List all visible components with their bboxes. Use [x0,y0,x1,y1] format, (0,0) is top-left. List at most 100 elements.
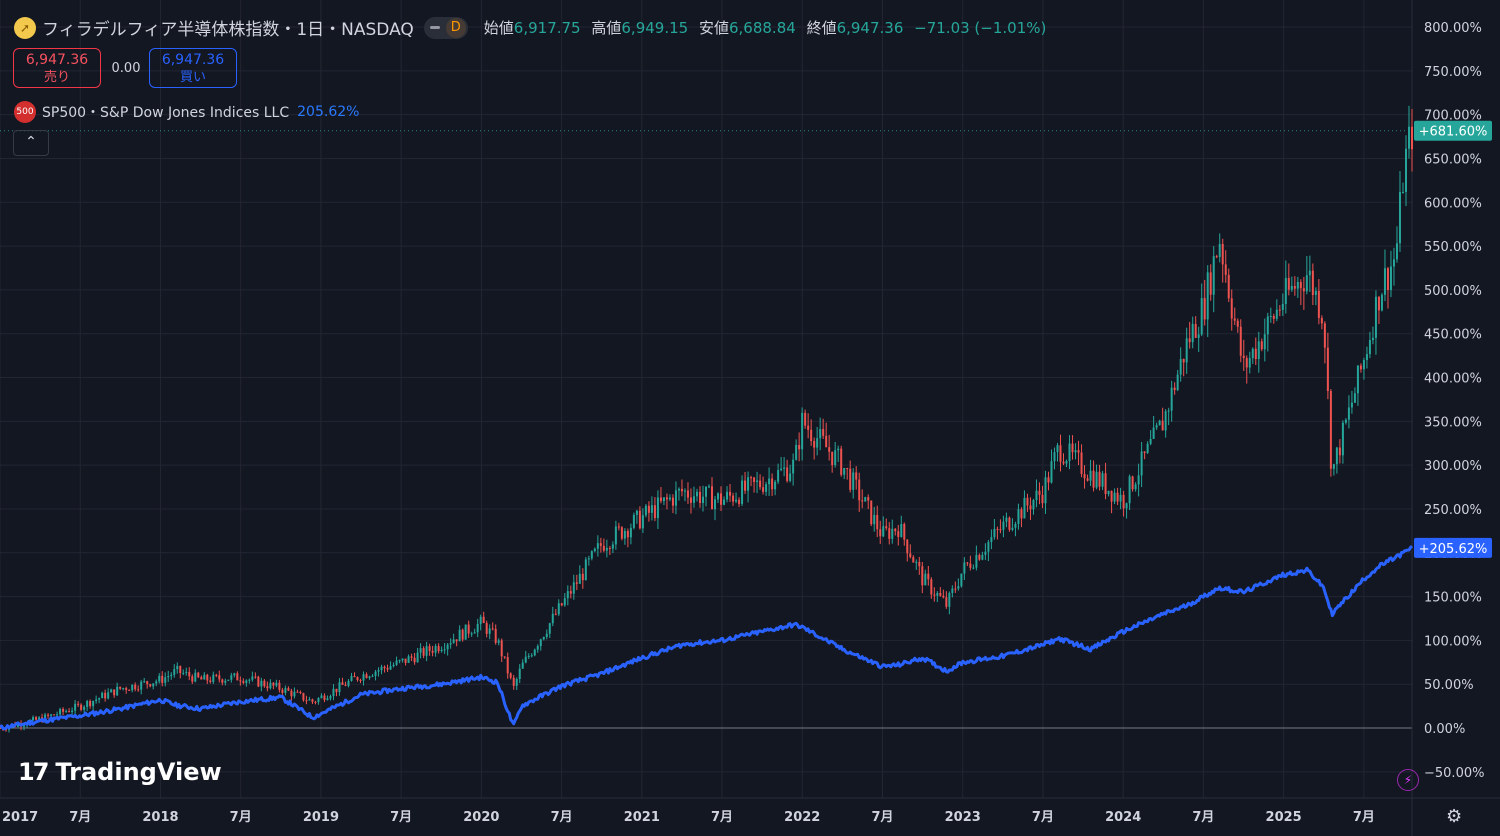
y-tick-label: 800.00% [1424,21,1482,36]
candle-body [1269,315,1272,317]
candle-body [804,412,807,426]
interval-pill[interactable]: D [423,16,468,39]
high-value: 6,949.15 [621,19,689,37]
tradingview-logo[interactable]: 17 TradingView [18,758,222,786]
candle-body [677,488,680,491]
candle-body [188,671,191,677]
candle-body [792,459,795,474]
candle-body [473,632,476,634]
candle-body [437,646,440,652]
symbol-logo-icon[interactable]: ➚ [14,16,36,39]
y-tick-label: 250.00% [1424,503,1482,518]
candle-body [134,684,137,690]
candle-body [617,526,620,528]
candle-body [107,692,110,699]
candle-body [1125,503,1128,509]
candle-body [518,668,521,679]
candle-body [380,666,383,671]
candle-body [1380,294,1383,311]
candle-body [692,496,695,503]
comparison-legend[interactable]: 500 SP500・S&P Dow Jones Indices LLC 205.… [14,101,359,123]
candle-body [401,658,404,661]
candle-body [963,562,966,574]
candle-body [1317,290,1320,318]
candle-body [1332,464,1335,469]
candle-body [647,505,650,513]
y-tick-label: 500.00% [1424,284,1482,299]
candle-body [596,543,599,549]
candle-body [978,554,981,560]
candle-body [491,628,494,630]
candle-body [386,668,389,670]
candle-body [1356,365,1359,394]
candle-body [1296,282,1299,289]
candle-body [1329,391,1332,469]
candle-body [494,628,497,643]
candle-body [668,497,671,500]
candle-body [1242,355,1245,359]
candle-body [509,673,512,678]
candle-body [368,676,371,679]
candle-body [296,691,299,693]
tradingview-mark-icon: 17 [18,758,49,786]
candle-body [698,491,701,503]
candle-body [1347,407,1350,420]
x-tick-label: 2025 [1266,810,1302,825]
candle-body [152,683,155,687]
candle-body [1383,268,1386,295]
candle-body [1065,461,1068,464]
candle-body [1299,282,1302,289]
candle-body [545,633,548,637]
candle-body [599,543,602,546]
candle-body [858,479,861,501]
candle-body [410,656,413,658]
candle-body [1110,490,1113,502]
candle-body [95,699,98,701]
candle-body [608,547,611,549]
candle-body [443,649,446,651]
candle-body [671,497,674,506]
y-tick-label: 0.00% [1424,722,1465,737]
candle-body [476,623,479,633]
candle-body [1236,320,1239,327]
settings-gear-icon[interactable]: ⚙ [1446,806,1463,827]
candle-body [92,700,95,707]
candle-body [1314,290,1317,295]
candle-body [1149,439,1152,444]
candle-body [425,646,428,656]
candle-body [218,675,221,680]
symbol-title[interactable]: フィラデルフィア半導体株指数・1日・NASDAQ [42,20,414,40]
sp500-line[interactable] [0,545,1414,731]
candle-body [584,559,587,581]
candle-body [1059,445,1062,462]
candle-body [1302,288,1305,292]
candle-body [464,624,467,640]
candle-body [1407,126,1410,149]
candle-body [1215,256,1218,258]
candle-body [819,429,822,439]
candle-body [822,429,825,436]
candle-body [1260,341,1263,350]
candle-body [191,676,194,682]
candle-body [305,700,308,702]
candle-body [1167,410,1170,412]
collapse-legend-button[interactable]: ⌃ [13,130,49,156]
buy-button[interactable]: 6,947.36 買い [149,48,237,88]
close-value: 6,947.36 [836,19,904,37]
candle-body [407,656,410,663]
candle-body [987,541,990,552]
candle-body [750,477,753,479]
lightning-icon[interactable]: ⚡ [1397,769,1419,791]
candle-body [1056,445,1059,453]
candle-body [281,689,284,693]
candle-body [632,514,635,528]
candle-body [335,688,338,693]
candle-body [200,677,203,680]
candle-body [356,677,359,681]
sell-button[interactable]: 6,947.36 売り [13,48,101,88]
candle-body [143,681,146,683]
candle-body [1305,275,1308,292]
candle-body [338,682,341,693]
